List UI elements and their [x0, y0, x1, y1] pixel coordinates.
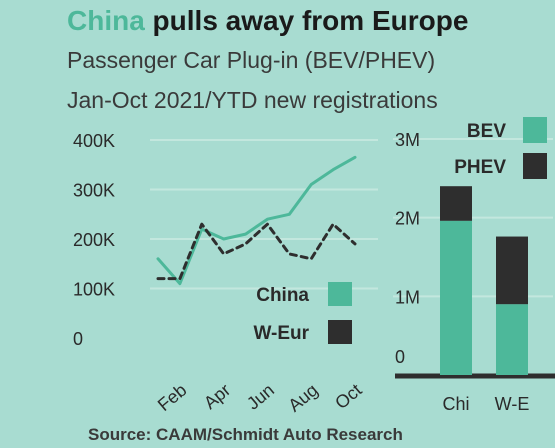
line-chart-x-ticks: Feb Apr Jun Aug Oct	[154, 380, 366, 416]
bar-chart-legend: BEV PHEV	[454, 117, 547, 179]
line-chart-series	[156, 155, 357, 286]
line-legend-swatch	[328, 282, 352, 306]
bar-x-tick-label: W-E	[495, 394, 530, 414]
bar-y-tick-label: 0	[395, 347, 405, 367]
line-y-tick-label: 0	[73, 329, 83, 349]
line-legend-label: W-Eur	[253, 323, 309, 344]
bar-chart: 3M 2M 1M 0 Chi W-E BEV PHEV	[393, 117, 555, 414]
bar-w-e-phev	[496, 236, 528, 305]
bar-legend-label: PHEV	[454, 157, 506, 178]
source-note: Source: CAAM/Schmidt Auto Research	[88, 425, 403, 444]
line-y-tick-label: 200K	[73, 230, 115, 250]
bar-legend-swatch	[523, 117, 547, 143]
chart-title: China pulls away from Europe	[67, 5, 468, 36]
bar-x-tick-label: Chi	[442, 394, 469, 414]
subtitle-line-1: Passenger Car Plug-in (BEV/PHEV)	[67, 47, 435, 73]
line-y-tick-label: 300K	[73, 181, 115, 201]
line-x-tick-label: Apr	[200, 380, 234, 413]
line-legend-label: China	[256, 285, 309, 306]
line-chart: 400K 300K 200K 100K 0 Feb Apr Jun Aug Oct China W…	[73, 131, 378, 416]
bar-legend-label: BEV	[467, 121, 506, 142]
line-x-tick-label: Feb	[154, 380, 191, 415]
bar-w-e-bev	[496, 304, 528, 375]
line-legend-swatch	[328, 320, 352, 344]
line-chart-legend: China W-Eur	[253, 282, 352, 344]
line-x-tick-label: Oct	[331, 380, 365, 413]
bar-y-tick-label: 3M	[395, 130, 420, 150]
title-highlight: China	[67, 5, 145, 36]
line-chart-y-ticks: 400K 300K 200K 100K 0	[73, 131, 115, 349]
bar-chi-bev	[440, 220, 472, 375]
bar-chi-phev	[440, 186, 472, 221]
bar-chart-grid	[393, 138, 555, 379]
bar-y-tick-label: 2M	[395, 209, 420, 229]
china-line	[156, 155, 357, 286]
line-x-tick-label: Aug	[284, 380, 321, 416]
bar-legend-swatch	[523, 153, 547, 179]
bar-chart-x-ticks: Chi W-E	[442, 394, 529, 414]
bar-chart-bars	[440, 186, 528, 375]
bar-y-tick-label: 1M	[395, 287, 420, 307]
line-x-tick-label: Jun	[243, 380, 278, 414]
weur-line	[156, 222, 357, 281]
title-rest: pulls away from Europe	[145, 5, 469, 36]
line-y-tick-label: 100K	[73, 280, 115, 300]
subtitle-line-2: Jan-Oct 2021/YTD new registrations	[67, 87, 438, 113]
line-y-tick-label: 400K	[73, 131, 115, 151]
bar-chart-y-ticks: 3M 2M 1M 0	[395, 130, 420, 367]
